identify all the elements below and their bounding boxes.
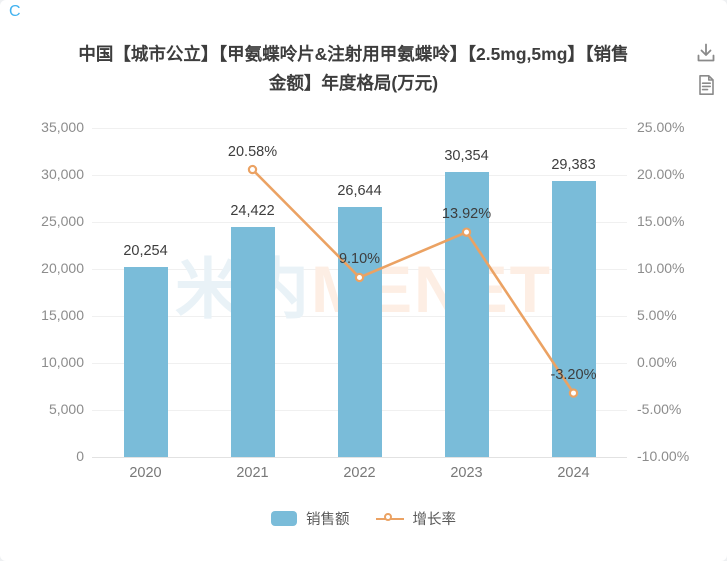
left-axis-tick: 30,000 <box>41 166 84 182</box>
right-axis-tick: 0.00% <box>637 354 677 370</box>
chart-title-line2: 金额】年度格局(万元) <box>268 73 439 93</box>
chart-title: 中国【城市公立】【甲氨蝶呤片&注射用甲氨蝶呤】【2.5mg,5mg】【销售 金额… <box>30 40 677 98</box>
right-axis-tick: 15.00% <box>637 213 685 229</box>
line-point-marker <box>247 164 258 175</box>
x-axis-label: 2024 <box>557 465 590 481</box>
legend-bar-swatch <box>271 511 297 526</box>
growth-rate-label: 20.58% <box>227 143 278 160</box>
sales-bar <box>444 171 489 457</box>
growth-rate-label: -3.20% <box>550 367 597 384</box>
gridline <box>92 175 627 176</box>
right-axis-tick: 20.00% <box>637 166 685 182</box>
left-axis-tick: 35,000 <box>41 119 84 135</box>
line-point-marker <box>461 227 472 237</box>
chart-title-line1: 中国【城市公立】【甲氨蝶呤片&注射用甲氨蝶呤】【2.5mg,5mg】【销售 <box>78 44 629 64</box>
x-axis-label: 2021 <box>236 465 269 481</box>
chart-legend: 销售额 增长率 <box>0 508 727 529</box>
report-icon <box>694 73 718 97</box>
legend-item-growth[interactable]: 增长率 <box>375 508 457 529</box>
sales-bar <box>230 227 275 457</box>
sales-bar <box>123 266 168 457</box>
gridline <box>92 457 627 458</box>
left-axis-tick: 15,000 <box>41 307 84 323</box>
left-axis-tick: 5,000 <box>48 401 84 417</box>
legend-item-sales[interactable]: 销售额 <box>271 508 350 529</box>
line-point-marker <box>354 272 365 283</box>
right-axis-tick: 5.00% <box>637 307 677 323</box>
download-button[interactable] <box>693 40 719 66</box>
legend-line-swatch <box>375 512 404 526</box>
left-axis-tick: 25,000 <box>41 213 84 229</box>
line-point-marker <box>568 388 579 398</box>
sales-bar <box>551 180 596 457</box>
right-axis-tick: 10.00% <box>637 260 685 276</box>
right-axis-tick: 25.00% <box>637 119 685 135</box>
bar-value-label: 29,383 <box>551 156 596 173</box>
sales-bar <box>337 206 382 457</box>
report-button[interactable] <box>693 72 719 98</box>
bar-value-label: 30,354 <box>444 147 489 164</box>
x-axis-label: 2023 <box>450 465 483 481</box>
left-axis-tick: 20,000 <box>41 260 84 276</box>
x-axis-label: 2020 <box>129 465 162 481</box>
legend-label: 增长率 <box>412 512 457 528</box>
left-axis-tick: 0 <box>76 448 84 464</box>
download-icon <box>694 41 718 65</box>
right-axis-tick: -5.00% <box>637 401 682 417</box>
chart-toolbar <box>693 40 719 104</box>
bar-value-label: 24,422 <box>230 203 275 220</box>
right-axis-tick: -10.00% <box>637 448 690 464</box>
legend-line-dot <box>383 512 392 521</box>
gridline <box>92 128 627 129</box>
bar-value-label: 20,254 <box>123 242 168 259</box>
corner-label: C <box>9 3 21 20</box>
bar-value-label: 26,644 <box>337 182 382 199</box>
legend-label: 销售额 <box>306 512 350 528</box>
left-axis-tick: 10,000 <box>41 354 84 370</box>
growth-rate-label: 13.92% <box>441 206 492 223</box>
growth-rate-label: 9.10% <box>338 251 381 268</box>
x-axis-label: 2022 <box>343 465 376 481</box>
